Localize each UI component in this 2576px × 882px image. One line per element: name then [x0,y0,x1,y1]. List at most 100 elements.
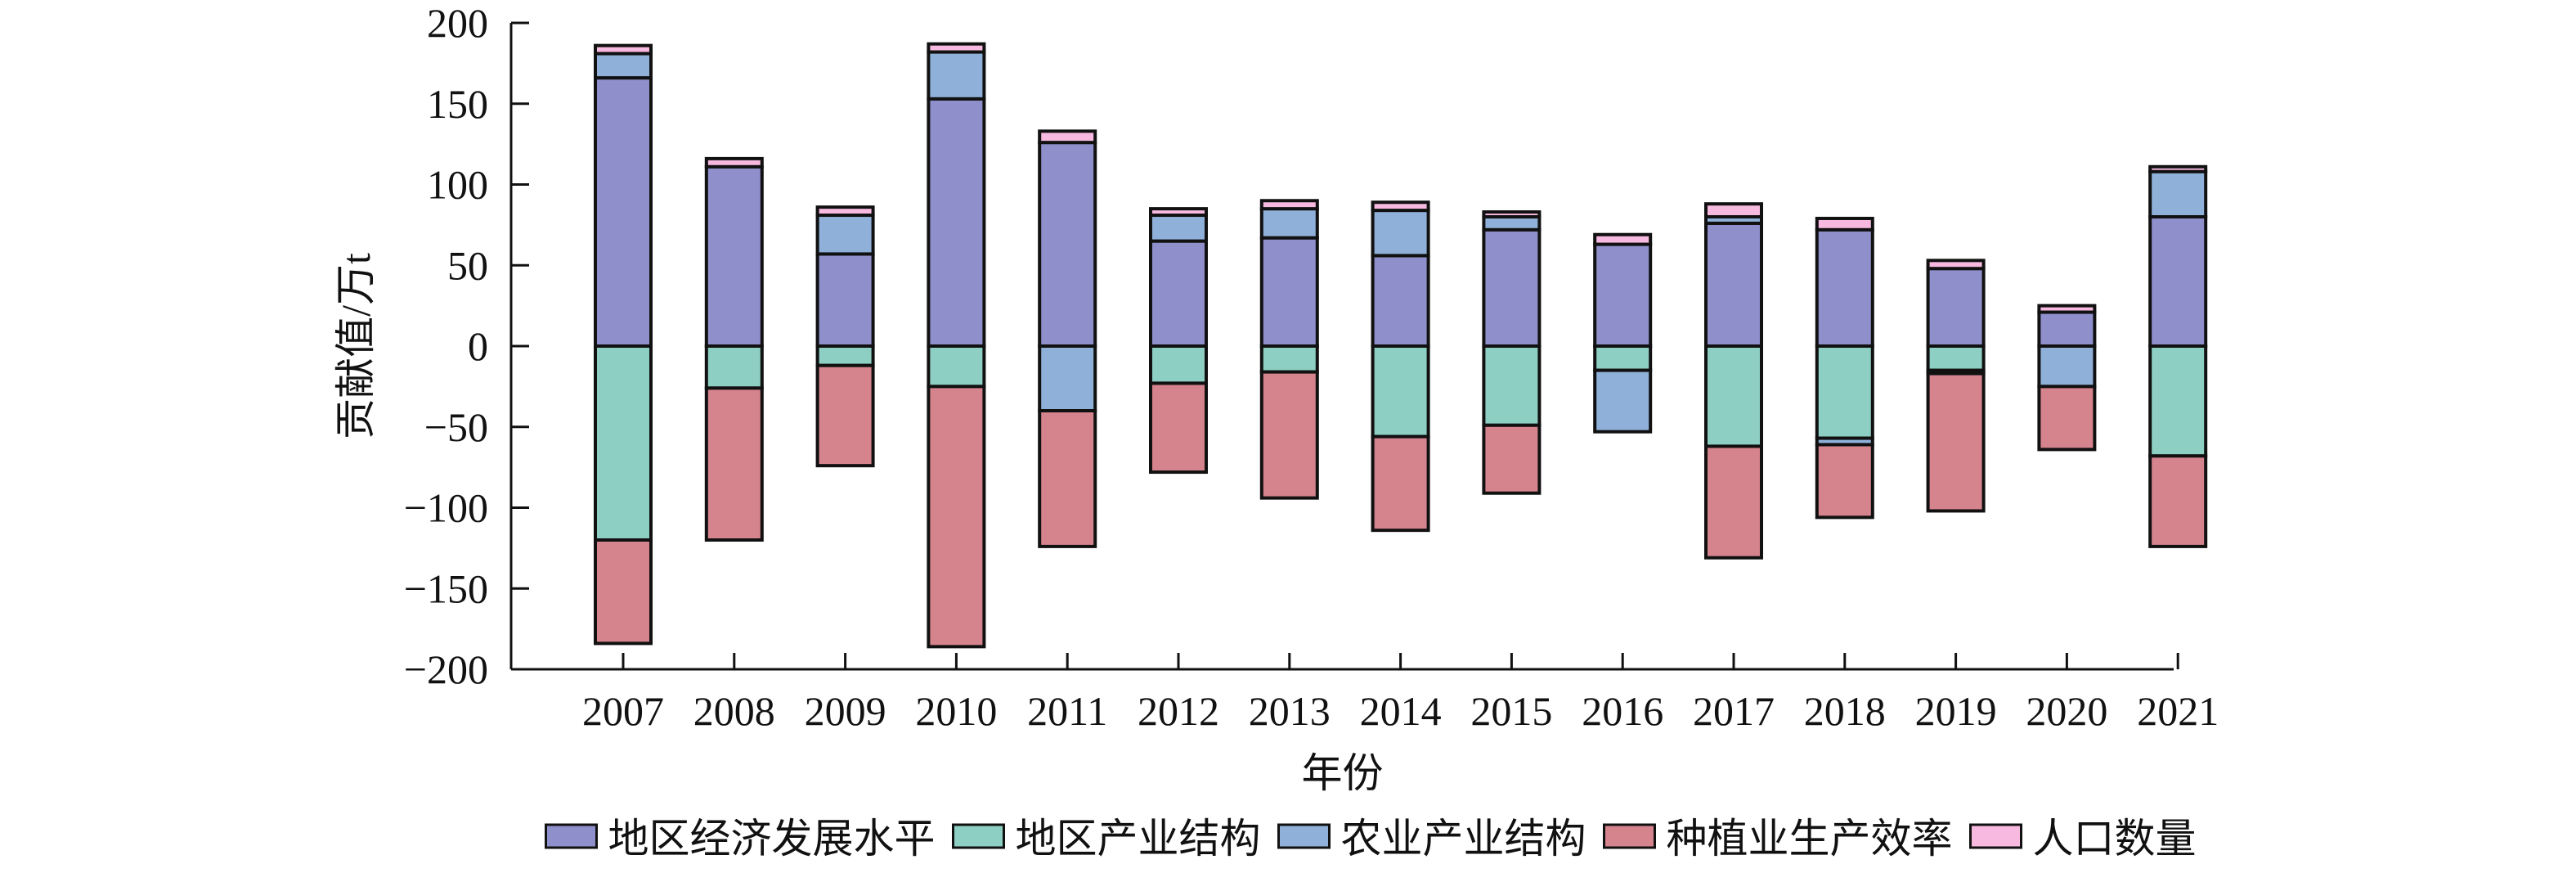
bar-segment-2020-3 [2037,344,2097,389]
bar-segment-2007-3 [594,52,653,80]
bar-segment-2015-2 [1482,344,1542,427]
bar-segment-2014-1 [1371,254,1430,348]
bar-segment-2009-2 [815,344,875,367]
x-tick-label: 2007 [582,688,664,734]
bar-segment-2015-4 [1482,423,1542,495]
bar-segment-2012-5 [1149,207,1208,218]
x-tick-label: 2014 [1360,688,1442,734]
bar-segment-2013-5 [1259,199,1319,211]
legend: 地区经济发展水平 地区产业结构 农业产业结构 种植业生产效率 人口数量 [545,816,2197,862]
y-tick-label: 0 [468,323,488,369]
bar-segment-2008-5 [704,156,764,169]
bar-segment-2012-1 [1149,239,1208,348]
bar-segment-2011-4 [1038,409,1097,548]
bar-segment-2009-3 [815,214,875,256]
bar-segment-2018-1 [1815,227,1874,348]
legend-label-3: 农业产业结构 [1341,816,1586,862]
x-tick-label: 2009 [805,688,886,734]
x-axis-title: 年份 [1302,750,1384,796]
bar-segment-2008-2 [704,344,764,390]
bar-segment-2019-2 [1926,344,1986,372]
legend-label-1: 地区经济发展水平 [608,816,936,862]
bar-segment-2014-3 [1371,209,1430,258]
legend-label-5: 人口数量 [2033,816,2197,862]
y-tick-label: −200 [404,646,488,692]
x-tick-label: 2020 [2026,688,2107,734]
bars-layer [594,42,2208,649]
bar-segment-2019-4 [1926,371,1986,513]
bar-segment-2021-1 [2148,215,2208,348]
bar-segment-2007-4 [594,538,653,646]
y-axis-title: 贡献值/万t [333,253,379,439]
bar-segment-2010-1 [927,97,986,348]
bar-segment-2018-4 [1815,443,1874,520]
bar-segment-2019-5 [1926,259,1986,271]
bar-segment-2007-2 [594,344,653,542]
legend-swatch-4 [1603,823,1656,849]
bar-segment-2018-5 [1815,216,1874,232]
bar-segment-2018-2 [1815,344,1874,440]
bar-segment-2015-5 [1482,210,1542,219]
legend-label-4: 种植业生产效率 [1667,816,1953,862]
bar-segment-2010-3 [927,50,986,101]
y-tick-label: 100 [427,162,488,208]
bar-segment-2013-4 [1259,370,1319,500]
x-tick-label: 2011 [1027,688,1107,734]
y-tick-label: −50 [424,404,488,450]
bar-segment-2017-1 [1704,221,1763,348]
bar-segment-2020-4 [2037,385,2097,452]
bar-segment-2011-3 [1038,344,1097,412]
bar-segment-2021-5 [2148,164,2208,173]
x-tick-label: 2018 [1804,688,1886,734]
bar-segment-2016-1 [1593,242,1653,349]
y-tick-label: −150 [404,565,488,611]
bar-segment-2017-4 [1704,444,1763,560]
bar-segment-2020-5 [2037,304,2097,314]
bar-segment-2011-5 [1038,129,1097,145]
y-tick-label: −100 [404,485,488,531]
bar-segment-2010-2 [927,344,986,389]
legend-swatch-3 [1277,823,1331,849]
bar-segment-2021-2 [2148,344,2208,458]
bar-segment-2015-3 [1482,215,1542,232]
bar-segment-2008-1 [704,164,764,348]
bar-segment-2017-2 [1704,344,1763,448]
bar-segment-2020-1 [2037,310,2097,348]
bar-segment-2015-1 [1482,227,1542,348]
bar-segment-2009-5 [815,205,875,218]
x-tick-label: 2010 [915,688,997,734]
bar-segment-2014-2 [1371,344,1430,439]
legend-swatch-1 [545,823,598,849]
bar-segment-2007-5 [594,43,653,56]
bar-segment-2019-1 [1926,267,1986,349]
bar-segment-2008-4 [704,386,764,542]
y-tick-label: 50 [447,242,488,288]
bar-segment-2009-4 [815,363,875,468]
bar-segment-2016-3 [1593,368,1653,434]
bar-segment-2011-1 [1038,141,1097,348]
bar-segment-2016-2 [1593,344,1653,372]
bar-segment-2012-2 [1149,344,1208,385]
x-tick-label: 2017 [1693,688,1775,734]
y-tick-label: 200 [427,0,488,46]
x-tick-label: 2019 [1915,688,1997,734]
x-tick-label: 2013 [1249,688,1331,734]
bar-segment-2010-4 [927,385,986,649]
bar-segment-2010-5 [927,42,986,54]
bar-segment-2013-3 [1259,207,1319,240]
legend-swatch-5 [1969,823,2022,849]
y-tick-label: 150 [427,81,488,127]
x-tick-label: 2008 [693,688,775,734]
bar-segment-2013-1 [1259,236,1319,348]
bar-segment-2016-5 [1593,232,1653,246]
bar-segment-2012-3 [1149,214,1208,243]
axes-layer: −200 −150 −100 −50 0 50 100 150 200 2007 2008 2009 2… [404,0,2219,734]
bar-segment-2007-1 [594,76,653,349]
bar-segment-2014-5 [1371,200,1430,213]
bar-segment-2014-4 [1371,434,1430,533]
legend-label-2: 地区产业结构 [1016,816,1261,862]
bar-segment-2013-2 [1259,344,1319,374]
x-tick-label: 2015 [1470,688,1552,734]
